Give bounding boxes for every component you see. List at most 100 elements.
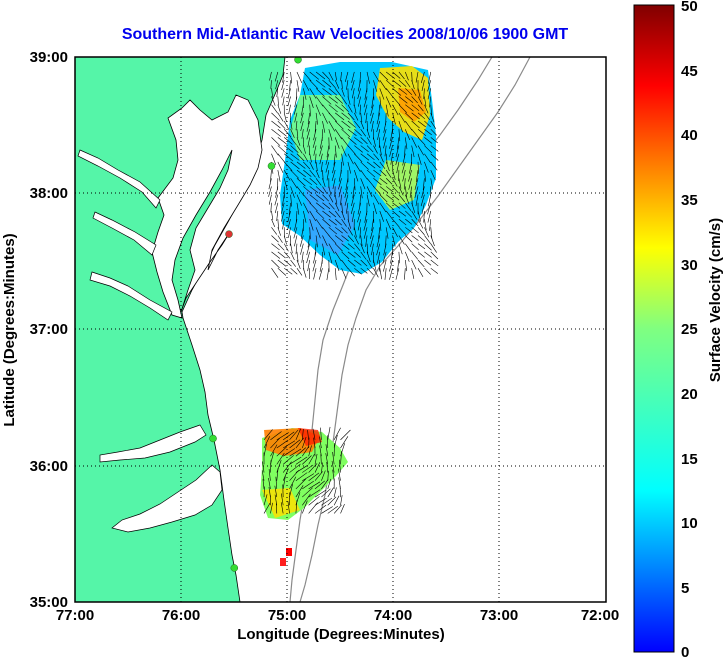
velocity-vector — [405, 88, 413, 96]
velocity-vector — [319, 153, 323, 165]
velocity-vector — [347, 112, 355, 121]
velocity-vector — [405, 210, 413, 218]
velocity-vector — [398, 218, 407, 226]
velocity-vector — [340, 503, 345, 514]
velocity-vector — [333, 434, 338, 449]
velocity-vector — [284, 137, 293, 145]
velocity-vector — [385, 194, 394, 201]
velocity-vector — [376, 112, 381, 125]
velocity-vector — [325, 453, 329, 465]
velocity-vector — [347, 259, 356, 267]
velocity-vector — [383, 137, 387, 149]
velocity-vector — [389, 268, 393, 280]
velocity-vector — [398, 79, 407, 87]
velocity-vector — [271, 96, 276, 106]
velocity-vector — [373, 169, 382, 177]
velocity-vector — [281, 80, 285, 91]
velocity-vector — [347, 251, 356, 258]
velocity-vector — [296, 80, 300, 92]
velocity-vector — [321, 506, 333, 514]
velocity-vector — [404, 178, 406, 190]
velocity-vector — [417, 120, 426, 128]
velocity-vector — [321, 497, 333, 506]
velocity-vector — [314, 497, 327, 506]
velocity-vector — [308, 496, 320, 506]
velocity-vector — [277, 227, 281, 236]
x-tick-label: 76:00 — [162, 607, 200, 624]
velocity-vector — [290, 71, 293, 84]
velocity-vector — [303, 178, 313, 186]
velocity-vector — [270, 80, 272, 89]
velocity-vector — [366, 243, 369, 255]
velocity-vector — [296, 178, 306, 187]
velocity-vector — [322, 227, 330, 237]
velocity-vector — [417, 259, 425, 268]
velocity-vector — [321, 470, 326, 481]
velocity-vector — [295, 210, 298, 223]
velocity-vector — [405, 129, 411, 141]
velocity-vector — [309, 96, 314, 108]
velocity-vector — [376, 235, 381, 248]
velocity-vector — [354, 259, 362, 266]
velocity-vector — [303, 153, 309, 162]
albemarle-sound — [99, 424, 207, 463]
velocity-vector — [424, 227, 430, 238]
velocity-vector — [277, 170, 281, 182]
velocity-vector — [371, 120, 374, 132]
velocity-vector — [366, 169, 376, 178]
velocity-vector — [398, 112, 406, 123]
velocity-vector — [284, 145, 294, 153]
velocity-vector — [424, 145, 433, 154]
velocity-vector — [392, 227, 398, 238]
velocity-vector — [366, 178, 375, 188]
velocity-vector — [307, 429, 309, 440]
velocity-vector — [385, 219, 391, 230]
y-axis-title: Latitude (Degrees:Minutes) — [1, 233, 18, 426]
velocity-vector — [334, 210, 341, 218]
velocity-vector — [281, 210, 285, 222]
y-tick-label: 35:00 — [30, 594, 68, 611]
velocity-vector — [283, 161, 293, 171]
velocity-vector — [366, 145, 374, 153]
velocity-vector — [320, 161, 323, 173]
velocity-vector — [334, 243, 343, 252]
velocity-vector — [411, 120, 420, 129]
velocity-vector — [390, 129, 393, 142]
velocity-vector — [309, 219, 314, 231]
velocity-vector — [424, 251, 432, 258]
velocity-vector — [328, 79, 336, 89]
velocity-vector — [327, 478, 332, 490]
velocity-vector — [357, 80, 361, 92]
velocity-vector — [302, 493, 311, 506]
velocity-vector — [340, 429, 351, 441]
velocity-vector — [313, 268, 317, 280]
velocity-vector — [430, 169, 436, 181]
velocity-vector — [366, 121, 368, 131]
velocity-vector — [347, 161, 352, 174]
velocity-vector — [366, 161, 376, 169]
velocity-vector — [341, 145, 347, 157]
velocity-vector — [313, 251, 317, 264]
velocity-vector — [411, 218, 419, 227]
velocity-vector — [290, 161, 300, 170]
velocity-vector — [315, 178, 322, 186]
velocity-vector — [315, 104, 321, 116]
velocity-vector — [295, 428, 301, 440]
map-content — [75, 57, 606, 602]
velocity-vector — [289, 448, 302, 457]
velocity-vector — [341, 227, 348, 234]
velocity-vector — [320, 454, 322, 465]
velocity-vector — [398, 210, 407, 217]
velocity-vector — [290, 259, 297, 267]
velocity-vector — [405, 243, 412, 253]
velocity-vector — [287, 210, 291, 223]
velocity-vector — [307, 235, 310, 248]
velocity-vector — [430, 227, 433, 239]
velocity-vector — [328, 202, 335, 210]
velocity-vector — [382, 251, 387, 264]
velocity-patch-south-red — [298, 428, 322, 446]
colorbar-tick-label: 45 — [681, 63, 698, 80]
velocity-vector — [398, 235, 405, 245]
velocity-vector — [379, 268, 383, 280]
velocity-vector — [423, 88, 425, 99]
